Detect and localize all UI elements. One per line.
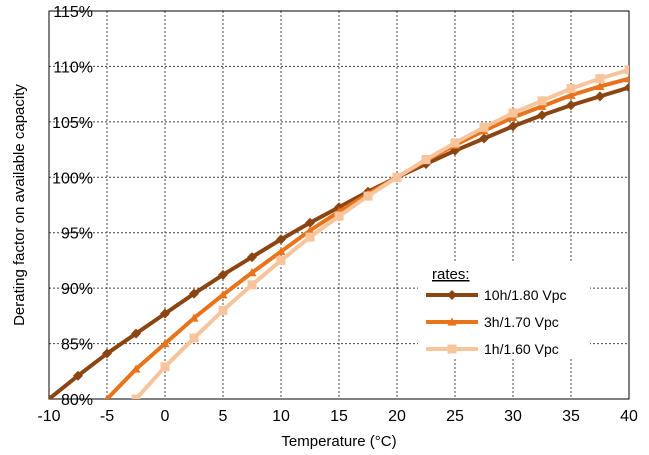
- legend-swatch-marker: [447, 290, 457, 300]
- legend-items: 10h/1.80 Vpc 3h/1.70 Vpc 1h/1.60 Vpc: [426, 287, 567, 357]
- data-point: [508, 121, 518, 132]
- data-point: [160, 308, 170, 319]
- data-point: [595, 91, 605, 102]
- data-point: [189, 313, 199, 322]
- data-point: [247, 252, 257, 263]
- series-layer: [49, 65, 629, 399]
- data-point: [131, 394, 141, 399]
- data-point: [508, 108, 518, 118]
- series-3: [131, 65, 629, 399]
- data-point: [334, 211, 344, 221]
- data-point: [566, 90, 576, 99]
- x-tick-label: 5: [219, 408, 228, 425]
- x-tick-label: 35: [562, 408, 580, 425]
- legend-label: 1h/1.60 Vpc: [484, 341, 559, 357]
- data-point: [160, 362, 170, 372]
- x-tick-label: 40: [620, 408, 638, 425]
- data-point: [49, 394, 54, 399]
- legend: rates: 10h/1.80 Vpc 3h/1.70 Vpc 1h/1.60 Vp…: [418, 262, 590, 358]
- data-point: [624, 65, 629, 75]
- data-point: [247, 280, 257, 290]
- legend-item: 1h/1.60 Vpc: [426, 341, 559, 357]
- legend-item: 10h/1.80 Vpc: [426, 287, 567, 303]
- data-point: [450, 138, 460, 148]
- data-point: [595, 74, 605, 84]
- data-point: [102, 348, 112, 359]
- data-point: [537, 96, 547, 106]
- data-point: [566, 84, 576, 94]
- data-point: [189, 288, 199, 299]
- legend-label: 10h/1.80 Vpc: [484, 287, 567, 303]
- x-axis-ticks: -10 -5 0 5 10 15 20 25 30 35 40: [37, 408, 638, 425]
- data-point: [276, 234, 286, 245]
- y-tick-label: 80%: [61, 392, 93, 409]
- series-line: [134, 67, 629, 399]
- data-point: [247, 268, 257, 277]
- data-point: [189, 333, 199, 343]
- x-tick-label: 0: [161, 408, 170, 425]
- data-point: [218, 305, 228, 315]
- x-axis-label: Temperature (°C): [281, 433, 396, 450]
- data-point: [276, 247, 286, 256]
- data-point: [73, 370, 83, 381]
- x-tick-label: 25: [446, 408, 464, 425]
- data-point: [624, 74, 629, 83]
- y-axis-ticks: 80% 85% 90% 95% 100% 105% 110% 115%: [52, 4, 93, 409]
- y-tick-label: 110%: [53, 59, 93, 76]
- data-point: [305, 232, 315, 242]
- plot-area-frame: [48, 10, 630, 400]
- data-point: [305, 225, 315, 235]
- data-point: [363, 191, 373, 201]
- data-point: [218, 269, 228, 280]
- data-point: [479, 122, 489, 132]
- y-tick-label: 100%: [52, 170, 93, 187]
- data-point: [566, 100, 576, 111]
- data-point: [160, 339, 170, 348]
- y-axis-label: Derating factor on available capacity: [11, 84, 28, 326]
- y-tick-label: 115%: [53, 4, 93, 21]
- data-point: [595, 81, 605, 90]
- x-tick-label: -5: [100, 408, 114, 425]
- legend-swatch-marker: [447, 317, 457, 326]
- x-tick-label: 10: [272, 408, 290, 425]
- legend-label: 3h/1.70 Vpc: [484, 314, 559, 330]
- y-tick-label: 95%: [61, 226, 93, 243]
- data-point: [537, 101, 547, 110]
- data-point: [537, 110, 547, 121]
- x-tick-label: 30: [504, 408, 522, 425]
- x-tick-label: 20: [388, 408, 406, 425]
- data-point: [421, 155, 431, 165]
- data-point: [392, 172, 402, 182]
- data-point: [131, 328, 141, 339]
- data-point: [624, 82, 629, 93]
- y-tick-label: 90%: [61, 281, 93, 298]
- data-point: [131, 364, 141, 373]
- data-point: [276, 255, 286, 265]
- data-point: [479, 133, 489, 144]
- y-tick-label: 105%: [52, 115, 93, 132]
- x-tick-label: -10: [37, 408, 60, 425]
- legend-background: [418, 262, 590, 358]
- legend-item: 3h/1.70 Vpc: [426, 314, 559, 330]
- data-point: [305, 217, 315, 228]
- data-point: [104, 394, 110, 399]
- legend-title: rates:: [432, 266, 470, 283]
- legend-swatch-marker: [447, 344, 457, 354]
- x-tick-label: 15: [330, 408, 348, 425]
- data-point: [218, 290, 228, 299]
- y-tick-label: 85%: [61, 337, 93, 354]
